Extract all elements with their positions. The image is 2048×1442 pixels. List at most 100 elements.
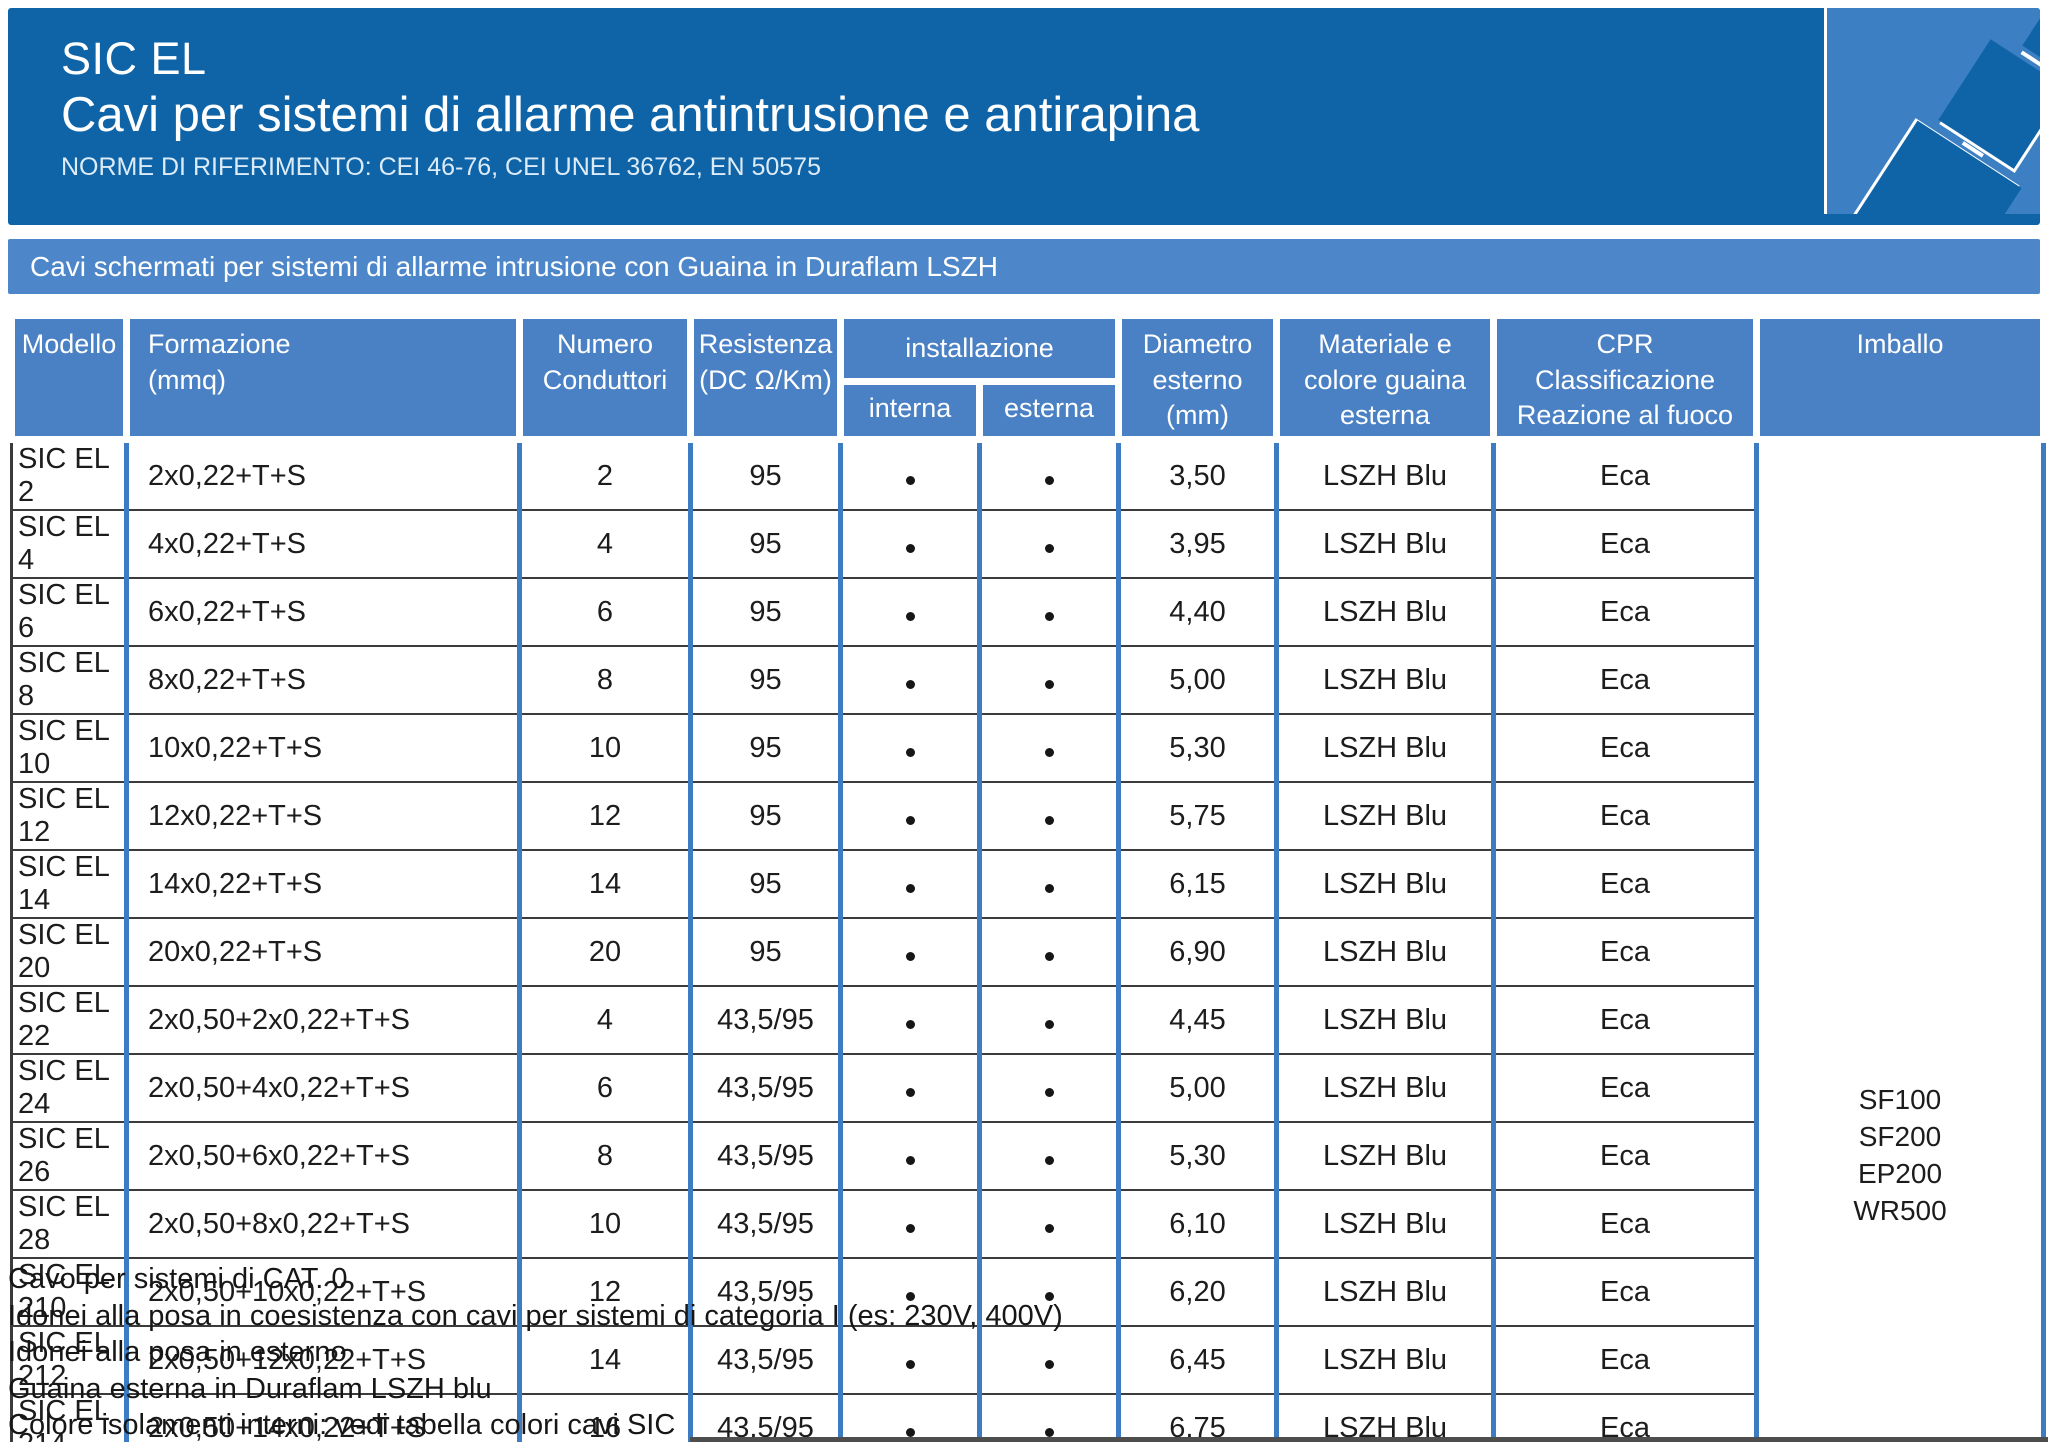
cell-modello: SIC EL 10 — [10, 714, 129, 783]
cell-diametro: 6,10 — [1118, 1190, 1279, 1259]
cell-modello: SIC EL 210 — [10, 1258, 129, 1327]
cell-numero: 8 — [519, 646, 693, 715]
cell-diametro: 6,90 — [1118, 918, 1279, 987]
cell-formazione: 2x0,50+2x0,22+T+S — [126, 986, 522, 1055]
cell-interna — [840, 986, 982, 1055]
cell-diametro: 6,15 — [1118, 850, 1279, 919]
table-row: SIC EL 22 2x0,50+2x0,22+T+S 4 43,5/95 4,45 LS… — [10, 986, 2044, 1055]
installation-dot — [1044, 1087, 1054, 1097]
cell-formazione: 2x0,50+12x0,22+T+S — [126, 1326, 522, 1395]
table-row: SIC EL 28 2x0,50+8x0,22+T+S 10 43,5/95 6,10 L… — [10, 1190, 2044, 1259]
table-header: Modello Formazione (mmq) Numero Condutto… — [8, 312, 2047, 443]
table-row: SIC EL 10 10x0,22+T+S 10 95 5,30 LSZH Blu Eca — [10, 714, 2044, 783]
installation-dot — [905, 747, 915, 757]
cell-interna — [840, 578, 982, 647]
cell-diametro: 5,00 — [1118, 1054, 1279, 1123]
cell-cpr: Eca — [1493, 578, 1759, 647]
cell-diametro: 6,75 — [1118, 1394, 1279, 1442]
cell-esterna — [979, 986, 1121, 1055]
cell-interna — [840, 1122, 982, 1191]
cell-esterna — [979, 714, 1121, 783]
cell-resistenza: 95 — [690, 782, 843, 851]
cell-formazione: 6x0,22+T+S — [126, 578, 522, 647]
installation-dot — [1044, 1359, 1054, 1369]
cell-modello: SIC EL 12 — [10, 782, 129, 851]
col-header-formazione: Formazione (mmq) — [123, 312, 523, 443]
cell-interna — [840, 646, 982, 715]
installation-dot — [1044, 611, 1054, 621]
cell-guaina: LSZH Blu — [1276, 1190, 1496, 1259]
cell-resistenza: 43,5/95 — [690, 1394, 843, 1442]
cell-numero: 12 — [519, 782, 693, 851]
cell-modello: SIC EL 28 — [10, 1190, 129, 1259]
cable-spec-table: Modello Formazione (mmq) Numero Condutto… — [8, 312, 2047, 1442]
cell-cpr: Eca — [1493, 439, 1759, 511]
cell-formazione: 14x0,22+T+S — [126, 850, 522, 919]
cell-numero: 6 — [519, 1054, 693, 1123]
cell-numero: 8 — [519, 1122, 693, 1191]
cell-formazione: 10x0,22+T+S — [126, 714, 522, 783]
cell-esterna — [979, 578, 1121, 647]
cell-resistenza: 95 — [690, 439, 843, 511]
cell-resistenza: 95 — [690, 850, 843, 919]
table-body: SIC EL 2 2x0,22+T+S 2 95 3,50 LSZH Blu Eca SF10… — [10, 439, 2046, 1442]
cell-esterna — [979, 1190, 1121, 1259]
section-banner-label: Cavi schermati per sistemi di allarme in… — [30, 251, 998, 282]
cell-formazione: 4x0,22+T+S — [126, 510, 522, 579]
reference-norms: NORME DI RIFERIMENTO: CEI 46-76, CEI UNE… — [61, 153, 821, 181]
table-row: SIC EL 20 20x0,22+T+S 20 95 6,90 LSZH Blu Eca — [10, 918, 2044, 987]
cell-esterna — [979, 439, 1121, 511]
cell-esterna — [979, 1326, 1121, 1395]
cell-diametro: 6,45 — [1118, 1326, 1279, 1395]
cell-interna — [840, 1326, 982, 1395]
cell-cpr: Eca — [1493, 1326, 1759, 1395]
cell-interna — [840, 1394, 982, 1442]
header-text-block: SIC EL Cavi per sistemi di allarme antin… — [8, 8, 2040, 182]
table-row: SIC EL 8 8x0,22+T+S 8 95 5,00 LSZH Blu Eca — [10, 646, 2044, 715]
col-header-installazione: installazione — [837, 312, 1122, 385]
table-row: SIC EL 14 14x0,22+T+S 14 95 6,15 LSZH Blu Eca — [10, 850, 2044, 919]
installation-dot — [1044, 679, 1054, 689]
installation-dot — [905, 1291, 915, 1301]
cable-graphic-icon — [1824, 8, 2040, 214]
cell-cpr: Eca — [1493, 646, 1759, 715]
cell-esterna — [979, 1394, 1121, 1442]
cell-formazione: 2x0,22+T+S — [126, 439, 522, 511]
cell-resistenza: 95 — [690, 646, 843, 715]
cell-formazione: 2x0,50+8x0,22+T+S — [126, 1190, 522, 1259]
cell-diametro: 3,50 — [1118, 439, 1279, 511]
installation-dot — [905, 951, 915, 961]
cell-guaina: LSZH Blu — [1276, 439, 1496, 511]
cell-guaina: LSZH Blu — [1276, 850, 1496, 919]
cell-diametro: 4,40 — [1118, 578, 1279, 647]
cell-esterna — [979, 1054, 1121, 1123]
cell-modello: SIC EL 14 — [10, 850, 129, 919]
note-line: Idonei alla posa in esterno — [8, 1336, 347, 1368]
cell-cpr: Eca — [1493, 714, 1759, 783]
cell-cpr: Eca — [1493, 918, 1759, 987]
cell-formazione: 2x0,50+6x0,22+T+S — [126, 1122, 522, 1191]
cell-modello: SIC EL 6 — [10, 578, 129, 647]
table-row: SIC EL 210 2x0,50+10x0,22+T+S 12 43,5/95 6,2… — [10, 1258, 2044, 1327]
cell-interna — [840, 714, 982, 783]
cell-formazione: 8x0,22+T+S — [126, 646, 522, 715]
cell-diametro: 5,30 — [1118, 1122, 1279, 1191]
cell-resistenza: 95 — [690, 510, 843, 579]
installation-dot — [905, 1427, 915, 1437]
cell-numero: 6 — [519, 578, 693, 647]
cell-cpr: Eca — [1493, 1258, 1759, 1327]
cell-guaina: LSZH Blu — [1276, 1122, 1496, 1191]
cell-resistenza: 95 — [690, 918, 843, 987]
cell-diametro: 3,95 — [1118, 510, 1279, 579]
installation-dot — [905, 1087, 915, 1097]
cell-diametro: 5,00 — [1118, 646, 1279, 715]
header-banner: SIC EL Cavi per sistemi di allarme antin… — [8, 8, 2040, 225]
col-header-diametro: Diametro esterno (mm) — [1115, 312, 1280, 443]
col-header-cpr: CPR Classificazione Reazione al fuoco — [1490, 312, 1760, 443]
cell-numero: 10 — [519, 714, 693, 783]
col-header-modello: Modello — [8, 312, 130, 443]
cell-interna — [840, 1054, 982, 1123]
cell-diametro: 5,30 — [1118, 714, 1279, 783]
